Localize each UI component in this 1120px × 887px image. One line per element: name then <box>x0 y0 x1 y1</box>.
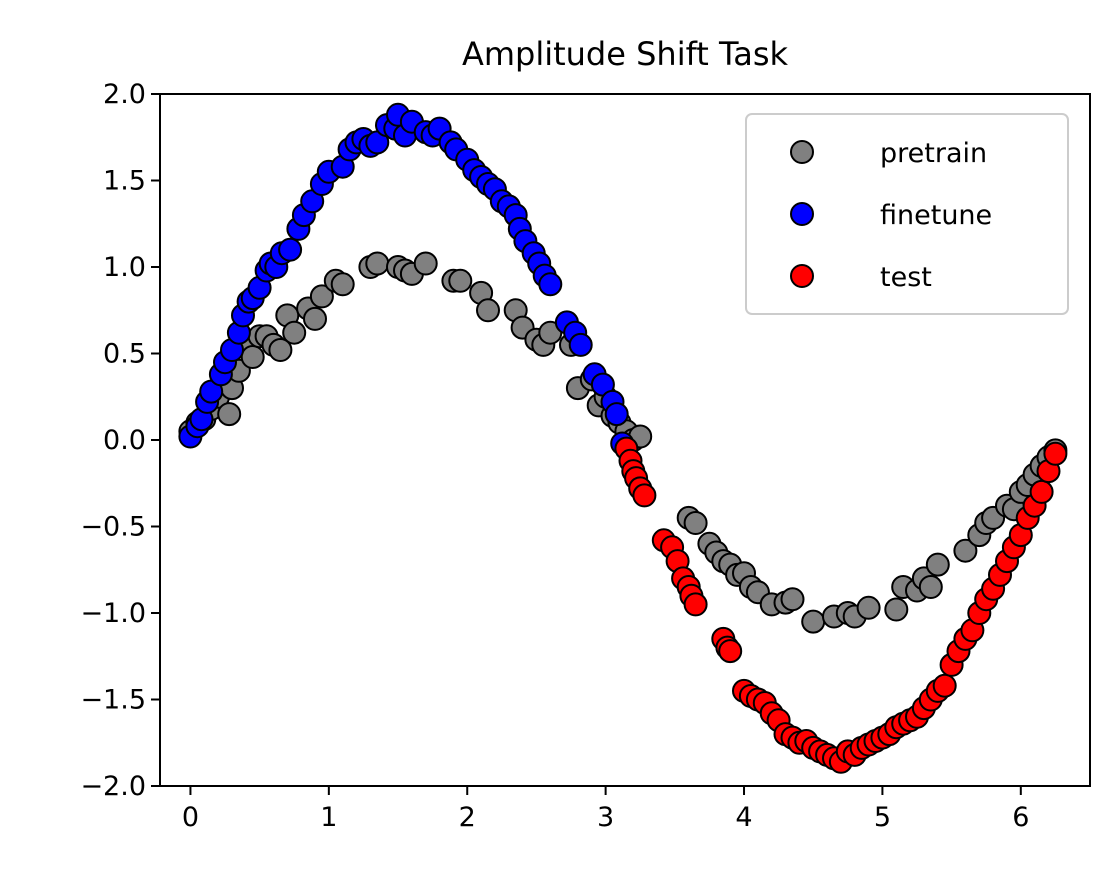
legend-marker-test <box>790 264 814 288</box>
finetune-point <box>604 402 629 427</box>
pretrain-point <box>330 272 355 297</box>
y-tick-label: 0.5 <box>103 339 146 370</box>
x-tick-label: 2 <box>459 802 476 833</box>
pretrain-point <box>856 595 881 620</box>
x-tick-label: 6 <box>1012 802 1029 833</box>
pretrain-point <box>884 597 909 622</box>
test-point <box>683 592 708 617</box>
legend: pretrain finetune test <box>745 113 1069 315</box>
pretrain-point <box>448 268 473 293</box>
test-point <box>632 483 657 508</box>
x-tick-label: 1 <box>320 802 337 833</box>
legend-label-test: test <box>880 262 932 293</box>
x-tick-label: 4 <box>735 802 752 833</box>
finetune-point <box>278 237 303 262</box>
pretrain-point <box>268 338 293 362</box>
y-tick-label: −1.0 <box>80 598 146 629</box>
test-point <box>932 673 957 698</box>
test-point <box>1029 479 1054 504</box>
x-tick-label: 5 <box>874 802 891 833</box>
y-tick-label: 2.0 <box>103 79 146 110</box>
pretrain-point <box>303 306 327 331</box>
pretrain-point <box>476 298 500 323</box>
y-tick-label: 0.0 <box>103 425 146 456</box>
legend-marker-finetune <box>790 202 814 226</box>
y-tick-label: −0.5 <box>80 512 146 543</box>
pretrain-point <box>240 345 265 369</box>
pretrain-point <box>217 402 242 427</box>
pretrain-point <box>953 538 978 563</box>
pretrain-point <box>925 552 950 577</box>
pretrain-point <box>780 587 805 612</box>
pretrain-point <box>282 320 307 345</box>
y-tick-label: −2.0 <box>80 771 146 802</box>
y-tick-label: −1.5 <box>80 685 146 716</box>
series-test <box>614 436 1068 774</box>
legend-label-pretrain: pretrain <box>880 138 987 169</box>
pretrain-point <box>918 575 943 599</box>
y-tick-label: 1.5 <box>103 166 146 197</box>
y-tick-label: 1.0 <box>103 252 146 283</box>
pretrain-point <box>413 251 438 276</box>
x-tick-label: 3 <box>597 802 614 833</box>
chart-title: Amplitude Shift Task <box>462 35 789 73</box>
pretrain-point <box>683 511 708 535</box>
data-points <box>178 102 1068 774</box>
test-point <box>1043 441 1068 466</box>
x-tick-label: 0 <box>182 802 199 833</box>
series-finetune <box>178 102 635 456</box>
legend-marker-pretrain <box>790 140 814 164</box>
finetune-point <box>568 332 593 357</box>
finetune-point <box>538 272 563 297</box>
axis-ticks: 0 1 2 3 4 5 6 2.0 1.5 1.0 0.5 0.0 −0.5 −1.0 −1.5 −2.0 <box>80 79 1029 833</box>
pretrain-point <box>365 251 390 276</box>
pretrain-point <box>801 609 826 634</box>
legend-label-finetune: finetune <box>880 200 992 231</box>
test-point <box>718 639 743 664</box>
pretrain-point <box>309 284 334 309</box>
legend-box <box>745 113 1069 315</box>
